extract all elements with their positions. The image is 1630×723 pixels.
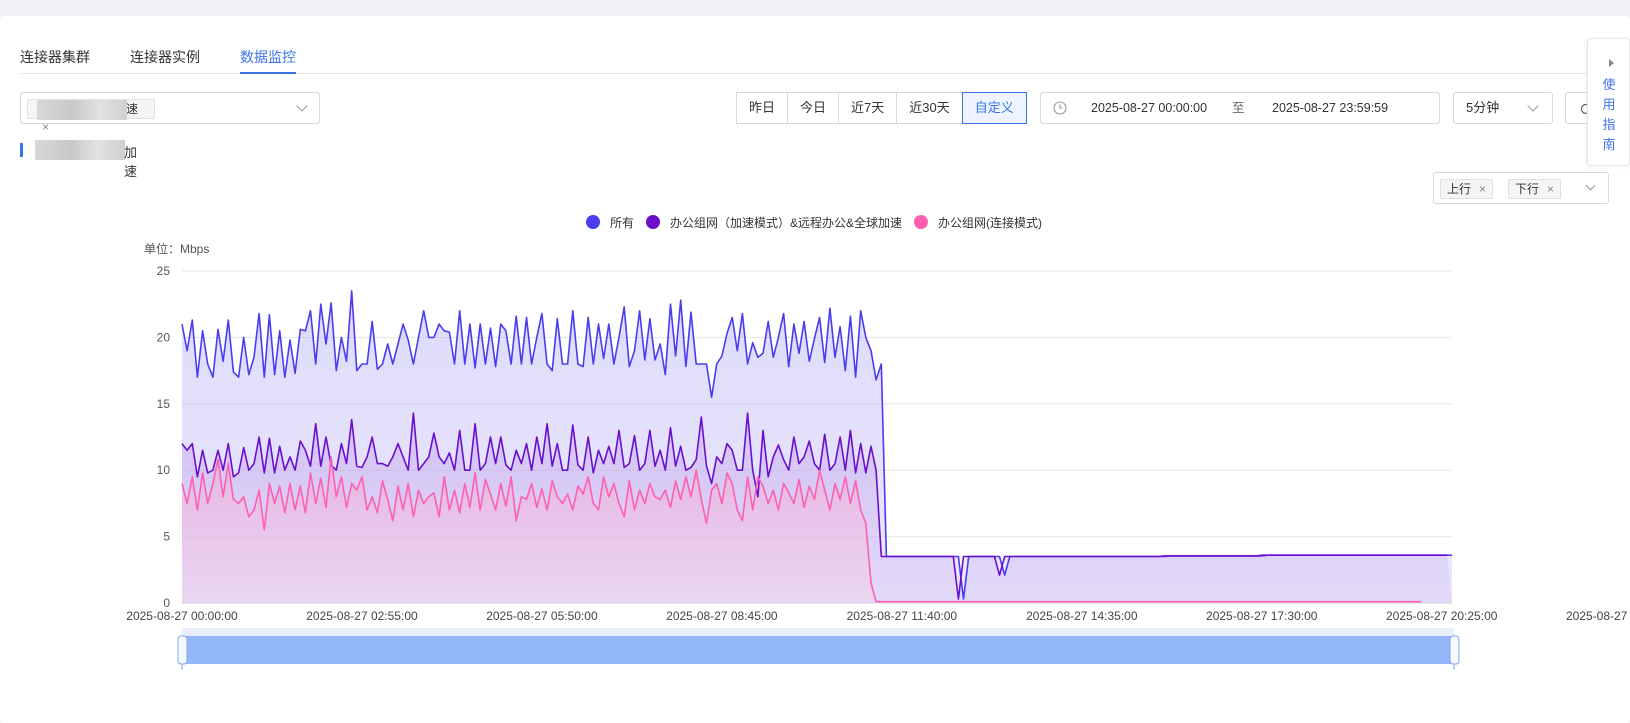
active-tab-indicator: [240, 72, 296, 74]
tab-connector-cluster[interactable]: 连接器集群: [20, 49, 90, 65]
x-tick-label: 2025-08-27 23:20:00: [1566, 609, 1630, 623]
close-icon[interactable]: ×: [1547, 182, 1555, 196]
redacted-connector-name: [37, 100, 127, 120]
expand-arrow-icon: [1609, 59, 1614, 67]
usage-guide-tab[interactable]: 使用指南: [1587, 38, 1630, 166]
x-tick-label: 2025-08-27 00:00:00: [126, 609, 238, 623]
direction-tag-up: 上行 ×: [1440, 179, 1494, 199]
connector-select[interactable]: 加速×: [20, 92, 320, 134]
x-tick-label: 2025-08-27 20:25:00: [1386, 609, 1498, 623]
range-custom-button[interactable]: 自定义: [961, 92, 1027, 124]
zoom-track: [182, 628, 1454, 636]
series-line-conn: [181, 456, 1422, 603]
quick-range-group: 昨日 今日 近7天 近30天 自定义: [736, 92, 1027, 124]
range-today-button[interactable]: 今日: [787, 92, 840, 124]
tab-bar: 连接器集群 连接器实例 数据监控: [20, 16, 1590, 74]
y-tick-label: 20: [157, 330, 171, 344]
range-30days-button[interactable]: 近30天: [896, 92, 963, 124]
close-icon[interactable]: ×: [42, 120, 50, 134]
direction-tag-down: 下行 ×: [1508, 179, 1562, 199]
legend-label-conn: 办公组网(连接模式): [938, 215, 1043, 230]
legend-item-all[interactable]: 所有: [586, 214, 634, 231]
legend-marker-accel: [646, 215, 661, 229]
usage-guide-label: 使用指南: [1602, 77, 1616, 152]
zoom-handle-right[interactable]: [1449, 635, 1460, 665]
date-end[interactable]: 2025-08-27 23:59:59: [1272, 101, 1389, 115]
y-tick-label: 15: [157, 397, 171, 411]
legend-item-accel[interactable]: 办公组网（加速模式）&远程办公&全球加速: [646, 214, 902, 231]
interval-value: 5分钟: [1466, 100, 1500, 115]
date-start[interactable]: 2025-08-27 00:00:00: [1091, 101, 1208, 115]
x-tick-label: 2025-08-27 14:35:00: [1026, 609, 1138, 623]
y-tick-label: 5: [163, 530, 170, 544]
interval-select[interactable]: 5分钟: [1453, 92, 1553, 124]
legend-marker-conn: [914, 215, 929, 229]
y-tick-label: 25: [157, 264, 171, 278]
range-yesterday-button[interactable]: 昨日: [736, 92, 789, 124]
chart-legend: 所有 办公组网（加速模式）&远程办公&全球加速 办公组网(连接模式): [586, 214, 1054, 230]
direction-filter-select[interactable]: 上行 × 下行 ×: [1433, 172, 1609, 204]
series-line-accel: [181, 412, 1447, 600]
y-tick-label: 10: [157, 463, 171, 477]
section-label: 加速: [124, 145, 138, 179]
x-tick-label: 2025-08-27 08:45:00: [666, 609, 778, 623]
tab-connector-instance[interactable]: 连接器实例: [130, 49, 200, 65]
zoom-handle-left[interactable]: [177, 635, 188, 665]
legend-label-all: 所有: [610, 215, 635, 230]
legend-label-accel: 办公组网（加速模式）&远程办公&全球加速: [670, 215, 903, 230]
range-7days-button[interactable]: 近7天: [838, 92, 898, 124]
y-axis-unit: 单位：Mbps: [144, 241, 209, 256]
data-zoom-slider[interactable]: [177, 628, 1460, 670]
legend-marker-all: [586, 215, 600, 229]
tab-data-monitor[interactable]: 数据监控: [240, 49, 296, 65]
x-tick-label: 2025-08-27 17:30:00: [1206, 609, 1318, 623]
x-tick-label: 2025-08-27 05:50:00: [486, 609, 598, 623]
clock-icon: [1053, 101, 1067, 115]
close-icon[interactable]: ×: [1479, 182, 1487, 196]
x-tick-label: 2025-08-27 11:40:00: [847, 609, 958, 623]
zoom-selection[interactable]: [183, 636, 1454, 664]
date-separator: 至: [1232, 101, 1245, 115]
direction-tag-up-label: 上行: [1447, 182, 1472, 196]
direction-tag-down-label: 下行: [1515, 182, 1540, 196]
y-tick-label: 0: [163, 596, 170, 610]
section-accent-bar: [20, 143, 23, 157]
redacted-section-name: [35, 140, 125, 160]
x-tick-label: 2025-08-27 02:55:00: [306, 609, 418, 623]
legend-item-conn[interactable]: 办公组网(连接模式): [914, 214, 1042, 231]
date-range-picker[interactable]: 2025-08-27 00:00:00 至 2025-08-27 23:59:5…: [1040, 92, 1440, 124]
